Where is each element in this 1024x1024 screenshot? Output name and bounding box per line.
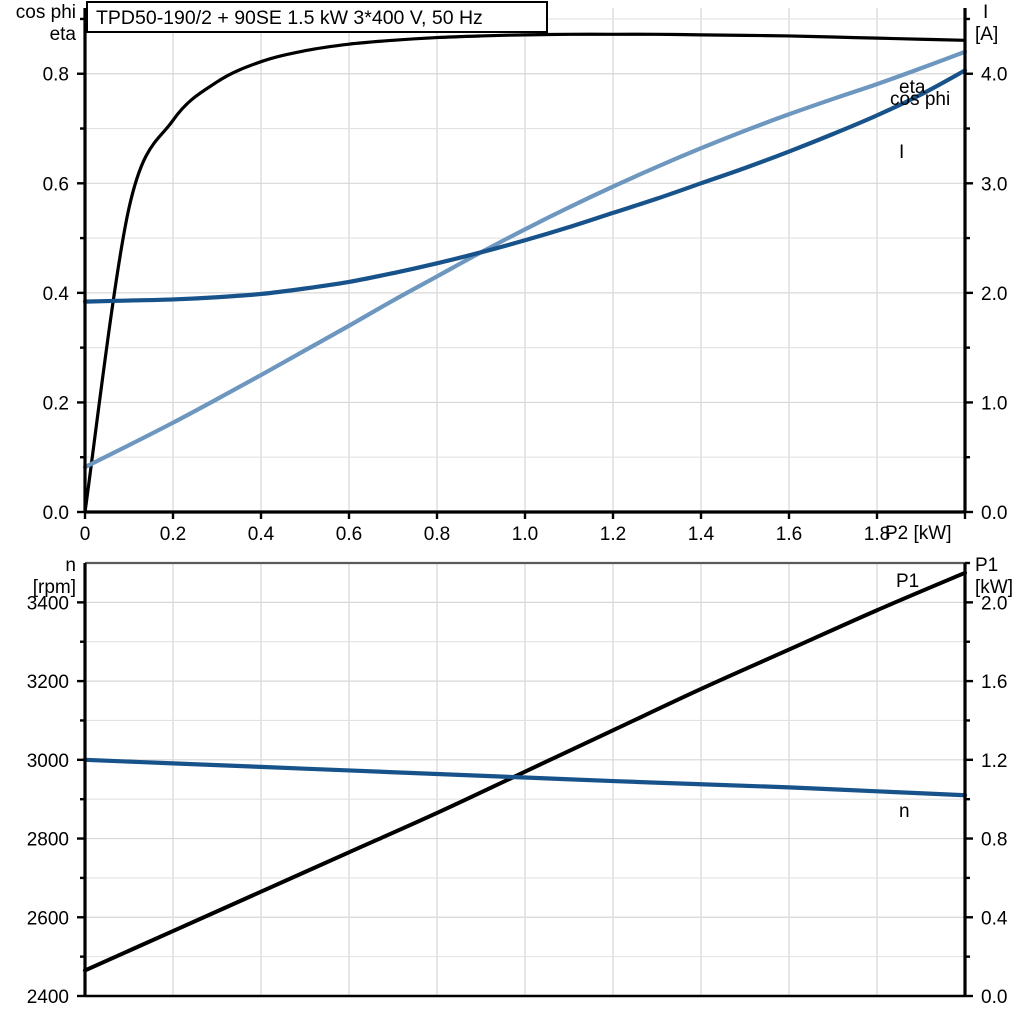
bottom-chart-right-axis-title-line1: P1 [975, 555, 998, 576]
curve-label-cos-phi: cos phi [890, 89, 950, 110]
top-chart-ticks: 0 0.2 0.4 0.6 0.8 1.0 1.2 1.4 1.6 1.8 0.0 0.2 0.4 0.6… [43, 17, 1007, 545]
top-chart-x-tick-label: 0.6 [336, 524, 362, 545]
bottom-chart-right-tick-label: 0.0 [981, 987, 1007, 1008]
top-chart-left-tick-label: 0.8 [43, 65, 69, 86]
bottom-chart-left-axis-title-line2: [rpm] [33, 577, 76, 598]
curve-label-p1: P1 [896, 571, 919, 592]
top-chart-x-tick-label: 1.2 [600, 524, 626, 545]
top-chart-x-tick-label: 1.6 [776, 524, 802, 545]
top-chart-right-tick-label: 2.0 [981, 284, 1007, 305]
top-chart-left-tick-label: 0.0 [43, 503, 69, 524]
bottom-chart-left-axis-title-line1: n [65, 555, 76, 576]
bottom-chart-ticks: 2400 2600 2800 3000 3200 3400 0.0 0.4 0.8 1.2 1.6 2… [27, 561, 1008, 1008]
curve-i [82, 68, 968, 304]
bottom-chart: 2400 2600 2800 3000 3200 3400 0.0 0.4 0.8 1.2 1.6 2… [27, 555, 1013, 1008]
top-chart-x-tick-label: 1.8 [864, 524, 890, 545]
bottom-chart-curves [82, 570, 968, 973]
curve-cos-phi [82, 49, 968, 470]
top-chart-right-tick-label: 3.0 [981, 174, 1007, 195]
top-chart-curves [82, 32, 968, 514]
bottom-chart-left-tick-label: 3400 [27, 593, 69, 614]
top-chart-x-tick-label: 0.2 [160, 524, 186, 545]
bottom-chart-right-axis-title-line2: [kW] [975, 577, 1013, 598]
top-chart-x-tick-label: 0.8 [424, 524, 450, 545]
top-chart-x-tick-label: 1.0 [512, 524, 538, 545]
curve-label-eta: eta [899, 77, 926, 98]
top-chart-x-axis-title: P2 [kW] [885, 523, 952, 544]
curve-eta [83, 32, 967, 514]
top-chart-x-tick-label: 0.4 [248, 524, 275, 545]
top-chart-left-tick-label: 0.6 [43, 174, 69, 195]
top-chart-x-tick-label: 0 [80, 524, 91, 545]
bottom-chart-left-tick-label: 3000 [27, 751, 69, 772]
top-chart-left-tick-label: 0.4 [43, 284, 70, 305]
bottom-chart-left-tick-label: 2600 [27, 908, 69, 929]
top-chart-x-tick-label: 1.4 [688, 524, 715, 545]
bottom-chart-right-tick-label: 0.8 [981, 830, 1007, 851]
curve-p1 [83, 570, 967, 973]
top-chart-right-axis-title-line1: I [983, 2, 988, 23]
top-chart: 0 0.2 0.4 0.6 0.8 1.0 1.2 1.4 1.6 1.8 0.0 0.2 0.4 0.6… [16, 1, 1007, 545]
bottom-chart-right-tick-label: 2.0 [981, 593, 1007, 614]
top-chart-right-tick-label: 4.0 [981, 65, 1007, 86]
top-chart-right-axis-title-line2: [A] [975, 24, 998, 45]
top-chart-right-tick-label: 1.0 [981, 393, 1007, 414]
top-chart-gridlines [85, 8, 965, 513]
top-chart-left-tick-label: 0.2 [43, 393, 69, 414]
top-chart-left-axis-title-line2: eta [50, 24, 77, 45]
bottom-chart-left-tick-label: 2400 [27, 987, 69, 1008]
top-chart-right-tick-label: 0.0 [981, 503, 1007, 524]
curve-label-speed: n [899, 801, 910, 822]
curve-n [82, 757, 968, 798]
chart-title-box [86, 1, 548, 33]
bottom-chart-right-tick-label: 1.2 [981, 751, 1007, 772]
bottom-chart-right-tick-label: 1.6 [981, 672, 1007, 693]
bottom-chart-left-tick-label: 2800 [27, 830, 69, 851]
curve-label-current: I [899, 142, 904, 163]
bottom-chart-right-tick-label: 0.4 [981, 908, 1008, 929]
bottom-chart-left-tick-label: 3200 [27, 672, 69, 693]
chart-title: TPD50-190/2 + 90SE 1.5 kW 3*400 V, 50 Hz [96, 7, 483, 29]
top-chart-left-axis-title-line1: cos phi [16, 2, 76, 23]
